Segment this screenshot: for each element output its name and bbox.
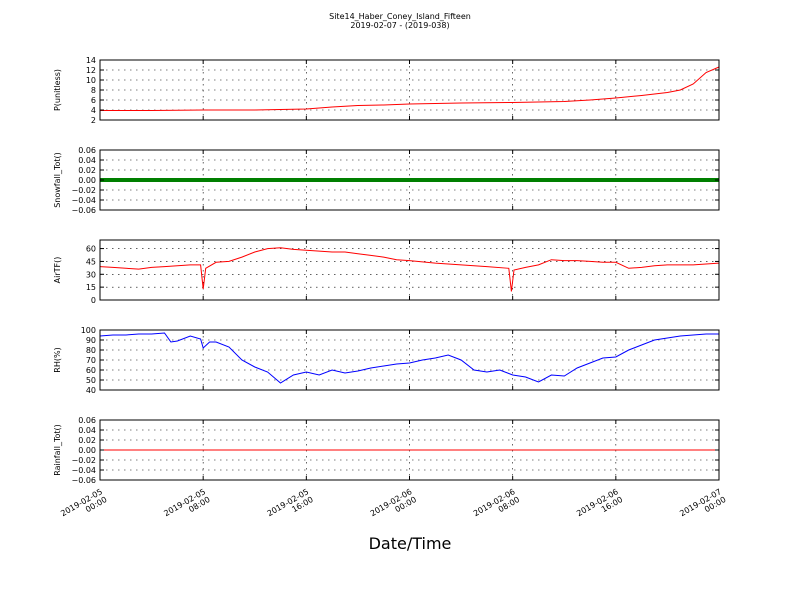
y-tick-label: −0.02 (71, 456, 96, 465)
y-tick-label: 8 (91, 86, 96, 95)
y-tick-label: 0.02 (78, 166, 96, 175)
y-tick-label: 6 (91, 96, 96, 105)
y-tick-label: −0.02 (71, 186, 96, 195)
y-tick-label: −0.04 (71, 466, 96, 475)
y-tick-label: 30 (86, 270, 96, 279)
y-tick-label: 4 (91, 106, 96, 115)
y-tick-label: −0.06 (71, 476, 96, 485)
y-tick-label: 2 (91, 116, 96, 125)
y-tick-label: −0.06 (71, 206, 96, 215)
x-axis-label: Date/Time (368, 534, 452, 553)
y-tick-label: 90 (86, 336, 96, 345)
chart-title: Site14_Haber_Coney_Island_Fifteen (329, 12, 471, 21)
y-tick-label: 60 (86, 245, 96, 254)
y-tick-label: 0.00 (78, 176, 96, 185)
y-axis-label: RH(%) (53, 347, 62, 372)
y-axis-label: P(unitless) (53, 69, 62, 111)
y-tick-label: 45 (86, 257, 96, 266)
series-line-2 (99, 247, 720, 292)
y-tick-label: 15 (86, 283, 96, 292)
series-line-0 (100, 66, 720, 111)
y-tick-label: 0 (91, 296, 96, 305)
y-axis-label: AirTF() (53, 257, 62, 284)
y-tick-label: 0.06 (78, 146, 96, 155)
y-tick-label: 14 (86, 56, 96, 65)
y-tick-label: 60 (86, 366, 96, 375)
y-tick-label: 40 (86, 386, 96, 395)
y-tick-label: 10 (86, 76, 96, 85)
y-tick-label: 0.06 (78, 416, 96, 425)
y-tick-label: 0.00 (78, 446, 96, 455)
y-tick-label: 100 (81, 326, 96, 335)
y-tick-label: 0.02 (78, 436, 96, 445)
y-tick-label: 0.04 (78, 156, 96, 165)
y-axis-label: Rainfall_Tot() (53, 424, 62, 476)
y-tick-label: 0.04 (78, 426, 96, 435)
y-tick-label: 12 (86, 66, 96, 75)
y-tick-label: 50 (86, 376, 96, 385)
y-tick-label: 80 (86, 346, 96, 355)
y-tick-label: −0.04 (71, 196, 96, 205)
series-line-3 (99, 332, 719, 384)
y-axis-label: Snowfall_Tot() (53, 152, 62, 208)
y-tick-label: 70 (86, 356, 96, 365)
chart-subtitle: 2019-02-07 - (2019-038) (350, 21, 450, 30)
